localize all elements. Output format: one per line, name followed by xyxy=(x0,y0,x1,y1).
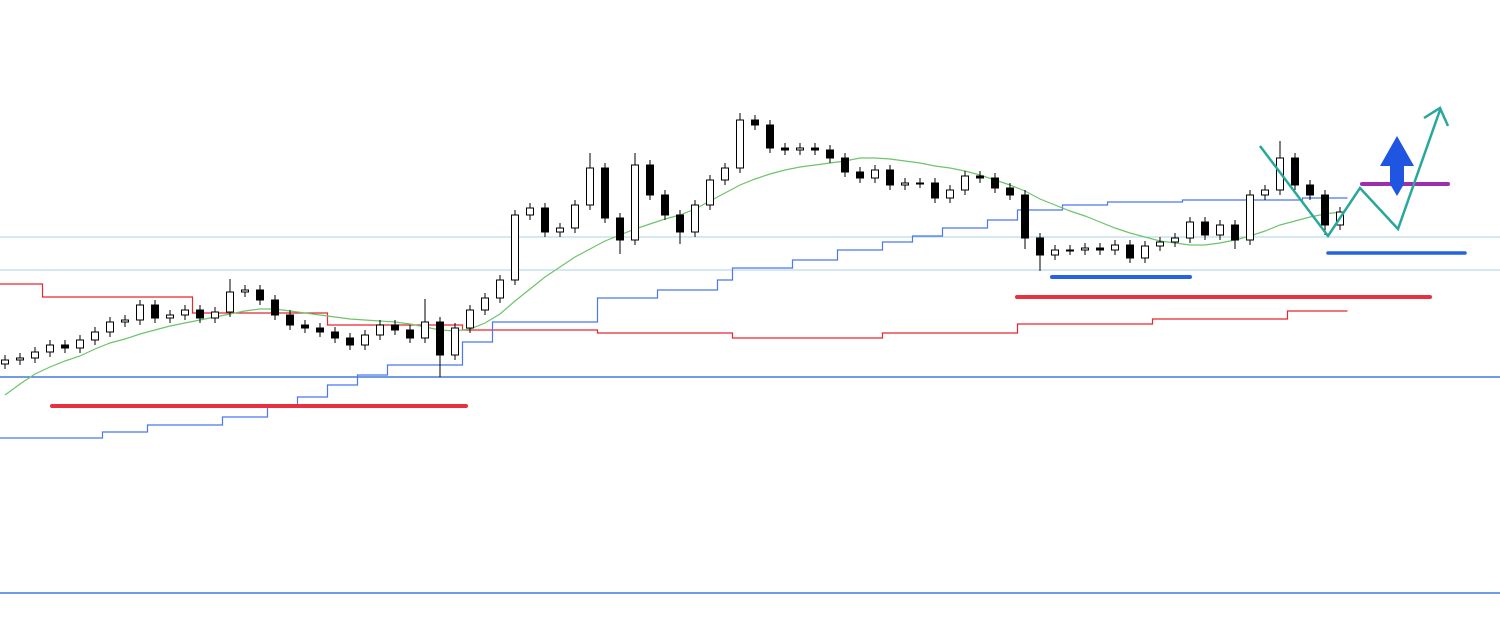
candle-body xyxy=(436,321,444,356)
candle-body xyxy=(496,279,504,299)
candle-body xyxy=(1231,224,1239,241)
candle-body xyxy=(691,204,699,233)
candle-body xyxy=(871,169,879,179)
candle-body xyxy=(316,327,324,333)
candle-body xyxy=(631,164,639,241)
candle-body xyxy=(1006,187,1014,196)
candle-body xyxy=(181,309,189,316)
candles xyxy=(1,113,1344,377)
candle-body xyxy=(961,175,969,191)
candle-body xyxy=(826,149,834,159)
candle-body xyxy=(646,164,654,196)
candle-body xyxy=(931,182,939,199)
candle-body xyxy=(556,227,564,233)
candle-body xyxy=(346,337,354,346)
candle-body xyxy=(586,167,594,206)
candle-body xyxy=(766,124,774,149)
indicator-line xyxy=(0,197,1348,439)
candle-body xyxy=(736,119,744,169)
candle-body xyxy=(601,167,609,219)
candle-body xyxy=(16,357,24,361)
candle-body xyxy=(1,359,9,365)
scenario-path xyxy=(1259,109,1442,239)
candle-body xyxy=(406,329,414,339)
candle-body xyxy=(1126,244,1134,259)
candle-body xyxy=(661,194,669,216)
candle-body xyxy=(676,214,684,233)
candle-body xyxy=(241,289,249,293)
candle-body xyxy=(1201,221,1209,236)
candle-body xyxy=(256,289,264,301)
candle-body xyxy=(976,175,984,179)
candle-body xyxy=(136,304,144,321)
candle-body xyxy=(991,177,999,189)
candle-body xyxy=(91,331,99,341)
candle-body xyxy=(811,147,819,151)
candle-body xyxy=(1171,237,1179,243)
candle-body xyxy=(616,217,624,241)
candle-body xyxy=(391,324,399,331)
candle-body xyxy=(481,297,489,311)
scenario-arrowhead xyxy=(1423,106,1450,127)
candle-body xyxy=(421,321,429,339)
candle-body xyxy=(301,324,309,329)
candle-body xyxy=(856,171,864,179)
candle-body xyxy=(196,309,204,319)
reference-lines xyxy=(0,236,1500,594)
candle-body xyxy=(1321,194,1329,226)
candle-body xyxy=(46,344,54,353)
candle-body xyxy=(706,179,714,206)
candle-body xyxy=(466,309,474,329)
candle-body xyxy=(151,304,159,319)
candle-body xyxy=(1036,237,1044,256)
candle-body xyxy=(1066,249,1074,252)
candle-body xyxy=(76,339,84,349)
candle-body xyxy=(751,119,759,126)
annotations xyxy=(50,106,1467,408)
candle-body xyxy=(271,299,279,316)
candle-body xyxy=(1141,245,1149,259)
candle-body xyxy=(166,314,174,319)
candle-body xyxy=(1021,194,1029,239)
candle-body xyxy=(1291,157,1299,186)
candle-body xyxy=(226,291,234,313)
candle-body xyxy=(886,169,894,186)
candle-body xyxy=(451,327,459,356)
candle-body xyxy=(511,214,519,281)
candle-body xyxy=(1156,241,1164,247)
candle-body xyxy=(1261,189,1269,196)
candle-body xyxy=(781,147,789,151)
candle-body xyxy=(376,324,384,336)
candle-body xyxy=(1096,247,1104,251)
candle-body xyxy=(121,319,129,323)
candle-body xyxy=(571,204,579,229)
candle-body xyxy=(331,331,339,339)
candle-body xyxy=(106,321,114,333)
candle-body xyxy=(1246,194,1254,241)
candle-body xyxy=(1216,224,1224,236)
up-arrow xyxy=(1380,136,1414,196)
candle-body xyxy=(1186,221,1194,239)
candle-body xyxy=(916,182,924,185)
candle-body xyxy=(31,351,39,359)
candle-body xyxy=(1081,247,1089,251)
candle-body xyxy=(1111,244,1119,251)
candle-body xyxy=(541,207,549,233)
candle-body xyxy=(286,314,294,326)
candle-body xyxy=(901,182,909,186)
candle-body xyxy=(721,167,729,181)
candle-body xyxy=(1306,184,1314,196)
candle-body xyxy=(61,344,69,349)
candle-body xyxy=(526,207,534,216)
candle-body xyxy=(946,189,954,199)
candle-body xyxy=(1051,249,1059,256)
candle-body xyxy=(211,311,219,319)
candle-body xyxy=(796,147,804,151)
candle-body xyxy=(841,157,849,173)
candle-body xyxy=(361,334,369,346)
indicator-line xyxy=(4,157,1341,396)
